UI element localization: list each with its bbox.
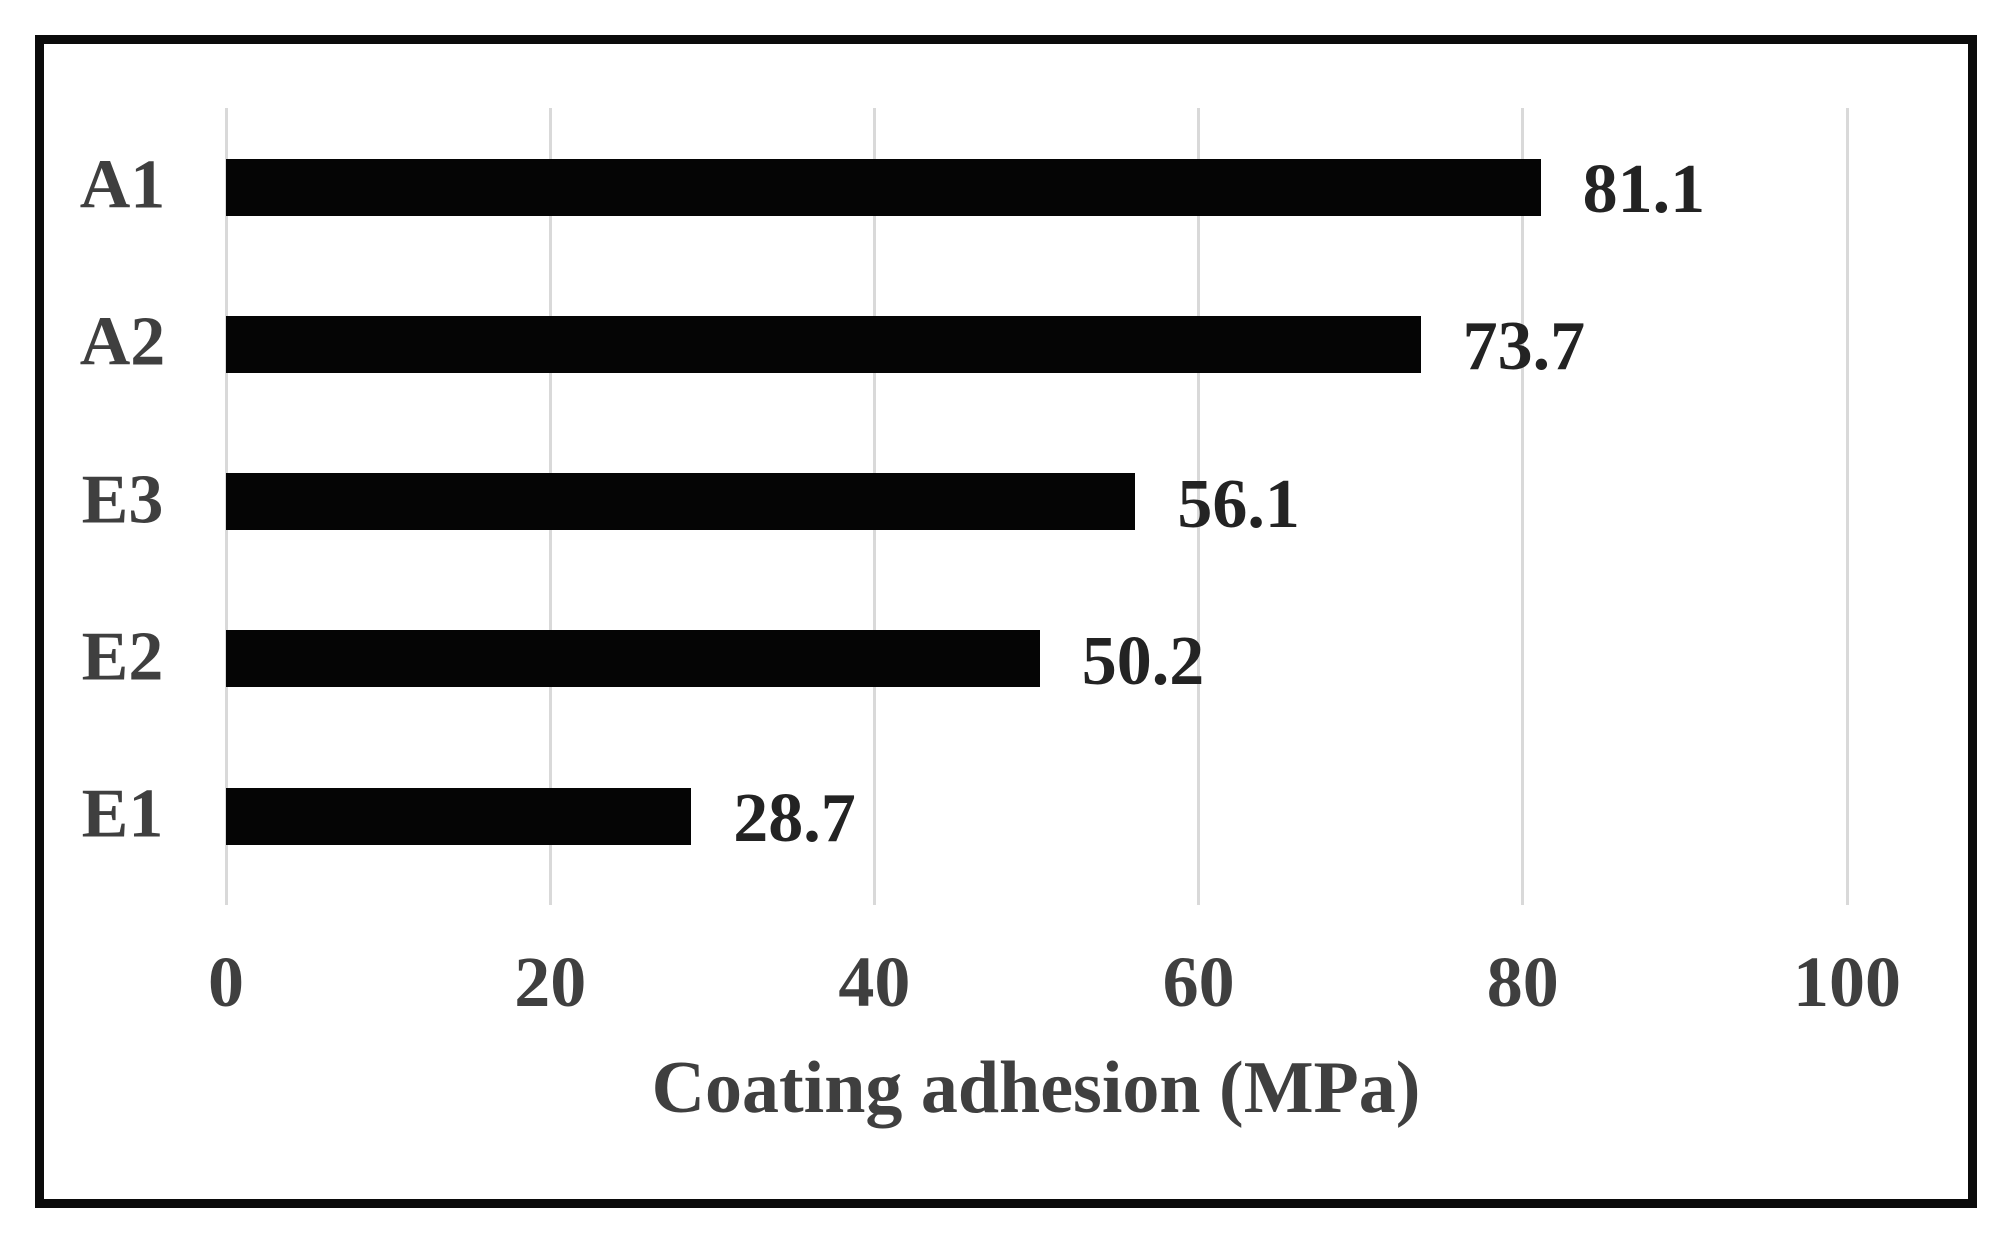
category-label: E1 — [81, 775, 164, 853]
category-label: A2 — [79, 303, 166, 381]
bar — [226, 158, 1541, 216]
category-label: A1 — [79, 146, 166, 224]
category-label: E2 — [81, 618, 164, 696]
x-tick-label: 100 — [1793, 942, 1901, 1022]
value-label: 56.1 — [1177, 465, 1300, 543]
value-label: 28.7 — [733, 779, 856, 857]
value-label: 81.1 — [1582, 150, 1706, 228]
gridline — [1197, 108, 1201, 905]
x-tick-label: 80 — [1486, 942, 1559, 1022]
bar — [226, 315, 1421, 373]
bar — [226, 787, 692, 845]
value-label: 73.7 — [1462, 308, 1586, 386]
x-tick-label: 40 — [838, 942, 911, 1022]
category-label: E3 — [81, 461, 164, 539]
x-tick-label: 20 — [514, 942, 587, 1022]
x-tick-label: 60 — [1162, 942, 1235, 1022]
gridline — [1845, 108, 1849, 905]
x-axis-title: Coating adhesion (MPa) — [651, 1047, 1421, 1129]
gridline — [1521, 108, 1525, 905]
bar — [226, 473, 1136, 530]
bar — [226, 630, 1040, 688]
value-label: 50.2 — [1081, 622, 1205, 700]
x-tick-label: 0 — [208, 942, 244, 1022]
chart-frame — [35, 35, 1977, 1208]
